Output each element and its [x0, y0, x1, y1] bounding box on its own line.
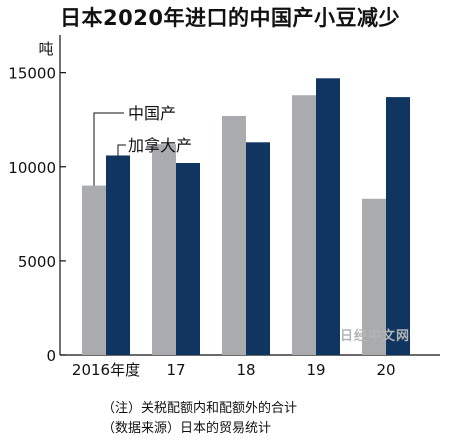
bar-canada-4	[386, 97, 410, 355]
bar-canada-1	[176, 163, 200, 355]
x-tick-label: 18	[236, 361, 255, 379]
legend-label-china: 中国产	[128, 104, 176, 123]
y-tick-label: 10000	[8, 159, 56, 177]
bar-canada-0	[106, 155, 130, 355]
y-tick-label: 0	[46, 347, 56, 365]
bar-china-1	[152, 144, 176, 355]
y-axis-unit-label: 吨	[38, 40, 53, 58]
footnote: （注）关税配额内和配额外的合计	[102, 401, 298, 416]
legend-leader-canada	[117, 144, 126, 156]
x-tick-label: 19	[306, 361, 325, 379]
legend-leader-china	[93, 112, 124, 186]
y-tick-label: 5000	[18, 253, 56, 271]
source-note: （数据来源）日本的贸易统计	[102, 421, 272, 436]
bar-china-4	[362, 198, 386, 355]
bar-canada-2	[246, 142, 270, 355]
bar-china-2	[222, 115, 246, 355]
bar-canada-3	[316, 78, 340, 355]
x-tick-label: 17	[166, 361, 185, 379]
x-tick-label: 20	[376, 361, 395, 379]
bar-china-3	[292, 95, 316, 355]
chart-title: 日本2020年进口的中国产小豆减少	[60, 6, 400, 30]
chart-labels: 吨 0 5000 10000 15000 2016年度 17 18 19 20	[8, 40, 395, 379]
bar-china-0	[82, 185, 106, 355]
chart-bars	[82, 78, 410, 355]
legend-label-canada: 加拿大产	[128, 136, 192, 155]
y-tick-label: 15000	[8, 65, 56, 83]
watermark: 日经中文网	[340, 329, 411, 344]
x-tick-label: 2016年度	[72, 361, 140, 379]
